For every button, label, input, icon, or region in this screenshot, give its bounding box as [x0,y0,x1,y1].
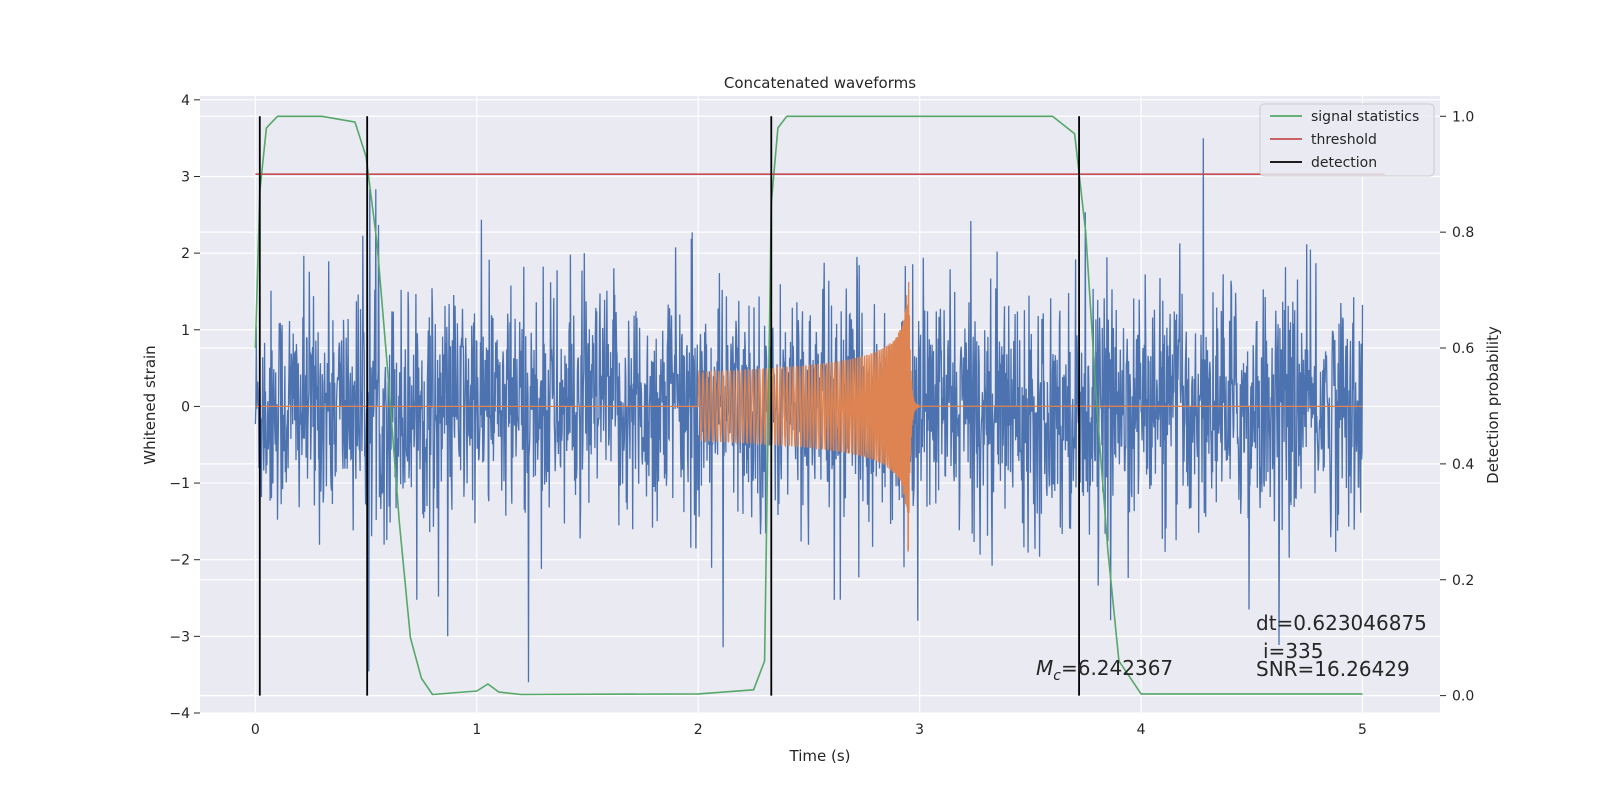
strain-series [254,138,1364,683]
chart-title: Concatenated waveforms [724,74,916,92]
y-tick-label: −3 [169,629,190,645]
y2-tick-label: 0.4 [1452,457,1474,473]
legend-label-threshold: threshold [1311,132,1377,148]
x-axis-label: Time (s) [789,747,851,765]
y-tick-label: −1 [169,476,190,492]
y2-tick-label: 1.0 [1452,109,1474,125]
y2-tick-label: 0.8 [1452,225,1474,241]
x-tick-label: 2 [694,722,703,738]
y-tick-label: 4 [181,93,190,109]
legend-box [1259,103,1435,177]
legend-label-detection: detection [1311,155,1377,171]
ticks: 0 1 2 3 4 5 −4 −3 −2 −1 0 1 2 3 4 0.0 0.2 0.4 0.6 0.8 1.0 [169,93,1474,738]
x-tick-label: 5 [1358,722,1367,738]
legend: signal statistics threshold detection [1259,103,1435,177]
annotation-chirp-mass: Mc=6.242367 [1036,656,1173,684]
y2-tick-label: 0.0 [1452,689,1474,705]
y-tick-label: 2 [181,246,190,262]
x-tick-label: 1 [472,722,481,738]
template-series [255,281,1363,552]
annotation-snr: SNR=16.26429 [1256,657,1410,681]
annotations: Mc=6.242367 dt=0.623046875 i=335 SNR=16.… [1036,611,1427,684]
y2-axis-label: Detection probability [1484,326,1502,484]
y-tick-label: 3 [181,169,190,185]
legend-label-signal-statistics: signal statistics [1311,109,1419,125]
x-tick-label: 4 [1137,722,1146,738]
y-tick-label: −4 [169,706,190,722]
x-tick-label: 0 [251,722,260,738]
strain-line [254,138,1364,683]
y-tick-label: 1 [181,323,190,339]
statistics-layer [254,115,1385,696]
y2-tick-label: 0.6 [1452,341,1474,357]
y-axis-label: Whitened strain [141,345,159,464]
x-tick-label: 3 [915,722,924,738]
y-tick-label: 0 [181,399,190,415]
y-tick-label: −2 [169,553,190,569]
y2-tick-label: 0.2 [1452,573,1474,589]
annotation-dt: dt=0.623046875 [1256,611,1427,635]
annotation-index: i=335 [1263,639,1324,663]
signal-statistics-line [254,115,1363,696]
template-line [255,281,1363,552]
